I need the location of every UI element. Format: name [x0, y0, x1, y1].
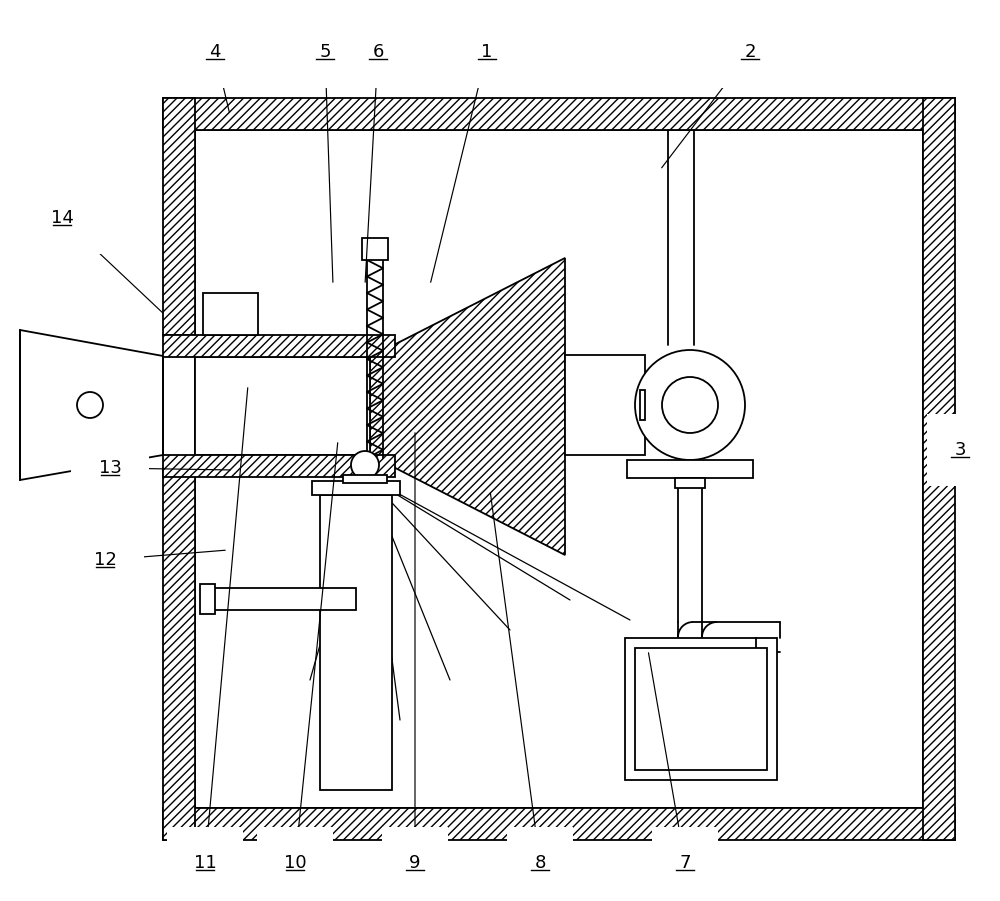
Circle shape: [635, 350, 745, 460]
Bar: [200, 584, 215, 614]
Bar: [362, 238, 388, 260]
Text: 1: 1: [481, 43, 493, 61]
Text: 6: 6: [372, 43, 384, 61]
Circle shape: [662, 377, 718, 433]
Circle shape: [77, 392, 103, 418]
Text: 13: 13: [99, 459, 121, 477]
Text: 4: 4: [209, 43, 221, 61]
Bar: [625, 638, 777, 780]
Bar: [320, 495, 392, 790]
Bar: [163, 98, 195, 335]
Text: 7: 7: [679, 854, 691, 872]
Bar: [312, 481, 400, 495]
Polygon shape: [370, 258, 565, 555]
Bar: [163, 455, 395, 477]
Text: 14: 14: [51, 209, 73, 227]
Bar: [343, 475, 387, 483]
Bar: [565, 355, 645, 455]
Bar: [163, 98, 955, 130]
Bar: [195, 357, 370, 455]
Bar: [163, 808, 955, 840]
Text: 3: 3: [954, 441, 966, 459]
Bar: [923, 98, 955, 840]
Text: 9: 9: [409, 854, 421, 872]
Bar: [203, 293, 258, 335]
Text: 5: 5: [319, 43, 331, 61]
Text: 12: 12: [94, 551, 116, 569]
Bar: [627, 460, 753, 478]
Bar: [210, 588, 356, 610]
Circle shape: [351, 451, 379, 479]
Text: 11: 11: [194, 854, 216, 872]
Polygon shape: [20, 330, 163, 480]
Text: 10: 10: [284, 854, 306, 872]
Bar: [163, 335, 395, 357]
Bar: [640, 390, 645, 420]
Bar: [195, 130, 923, 808]
Bar: [675, 478, 705, 488]
Text: 8: 8: [534, 854, 546, 872]
Bar: [635, 648, 767, 770]
Text: 2: 2: [744, 43, 756, 61]
Bar: [163, 468, 195, 840]
